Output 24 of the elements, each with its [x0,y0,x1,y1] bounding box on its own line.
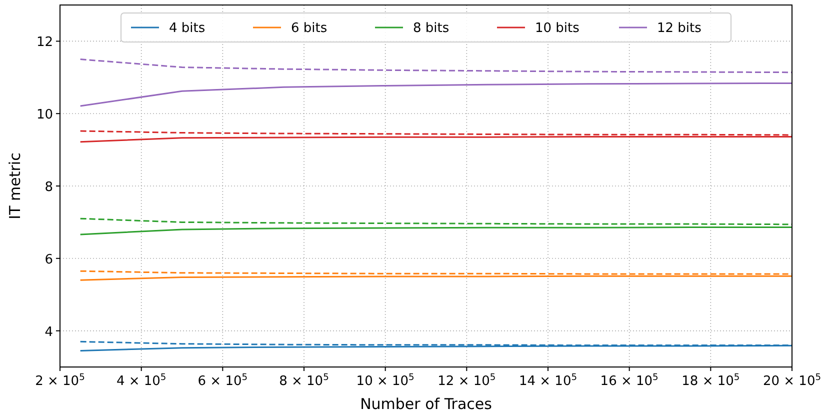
line-series [80,58,793,74]
line-series [80,82,793,107]
x-tick-label: 20 × 10$^{5}$ [762,373,822,389]
legend-label: 4 bits [169,21,206,36]
x-tick-label: 4 × 10$^{5}$ [116,373,166,389]
x-tick-label: 16 × 10$^{5}$ [600,373,658,389]
legend-label: 12 bits [657,21,702,36]
y-tick-label: 12 [36,35,53,50]
x-axis-title: Number of Traces [360,395,492,413]
x-tick-label: 10 × 10$^{5}$ [356,373,414,389]
legend-label: 8 bits [413,21,450,36]
x-tick-label: 8 × 10$^{5}$ [279,373,329,389]
x-tick-label: 12 × 10$^{5}$ [438,373,496,389]
y-tick-label: 8 [44,180,53,195]
y-tick-label: 4 [44,324,53,340]
x-tick-label: 18 × 10$^{5}$ [682,373,740,389]
legend-label: 10 bits [535,21,580,36]
legend-label: 6 bits [291,21,328,36]
y-tick-label: 6 [44,252,53,268]
x-tick-label: 14 × 10$^{5}$ [518,373,578,389]
y-axis-title: IT metric [6,152,24,220]
x-tick-label: 6 × 10$^{5}$ [198,373,248,389]
y-tick-label: 10 [36,108,53,123]
x-tick-label: 2 × 10$^{5}$ [35,373,85,389]
